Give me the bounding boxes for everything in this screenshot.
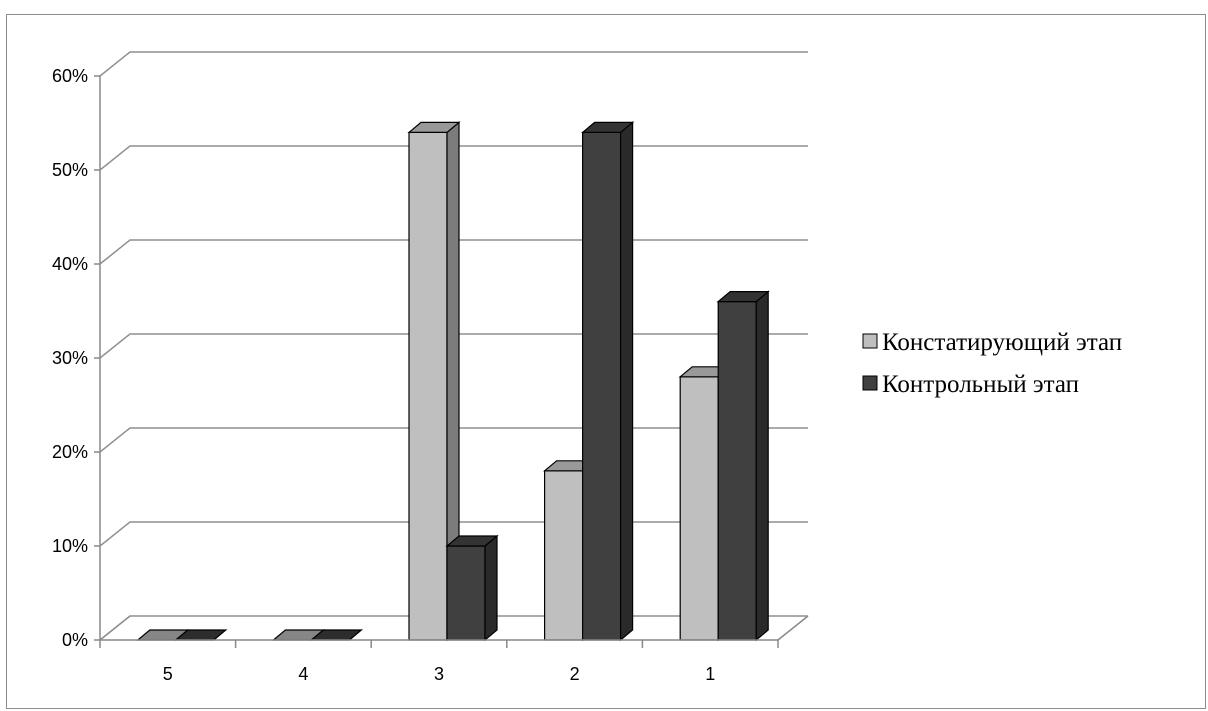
x-tick-label: 5 [163, 664, 173, 684]
bar-front [446, 545, 486, 641]
bar [407, 121, 461, 642]
bars [136, 121, 770, 642]
y-tick-label: 50% [52, 160, 88, 180]
gridline [99, 51, 808, 77]
bar-side [619, 121, 634, 642]
x-tick-label: 2 [570, 664, 580, 684]
y-tick-label: 10% [52, 536, 88, 556]
legend-label: Констатирующий этап [882, 329, 1122, 356]
bar-front [543, 470, 584, 641]
legend-swatch [862, 375, 878, 391]
x-tick-label: 3 [434, 664, 444, 684]
bar-top [716, 291, 770, 303]
y-axis-ticks: 0% 10% 20% 30% 40% 50% 60% [52, 66, 88, 650]
x-tick-label: 4 [298, 664, 308, 684]
x-axis [99, 639, 779, 648]
y-tick-label: 0% [62, 630, 88, 650]
legend: Констатирующий этап Контрольный этап [862, 329, 1122, 398]
floor-right-edge [777, 615, 809, 641]
y-tick-label: 40% [52, 254, 88, 274]
bar-top [445, 535, 499, 547]
bar-side [484, 534, 498, 642]
bar [445, 534, 499, 642]
bar-side [755, 290, 769, 642]
bar-front [581, 131, 622, 641]
x-tick-label: 1 [705, 664, 715, 684]
y-tick-label: 60% [52, 66, 88, 86]
legend-label: Контрольный этап [882, 371, 1079, 398]
y-tick-label: 30% [52, 348, 88, 368]
legend-swatch [862, 333, 878, 349]
bar-top [407, 121, 461, 133]
bar-front [408, 131, 448, 641]
bar-front [717, 301, 757, 641]
x-axis-ticks: 5 4 3 2 1 [163, 664, 715, 684]
bar [716, 290, 770, 642]
bar-top [580, 121, 635, 133]
bar-front [679, 376, 719, 641]
bar [580, 121, 635, 642]
y-tick-label: 20% [52, 442, 88, 462]
